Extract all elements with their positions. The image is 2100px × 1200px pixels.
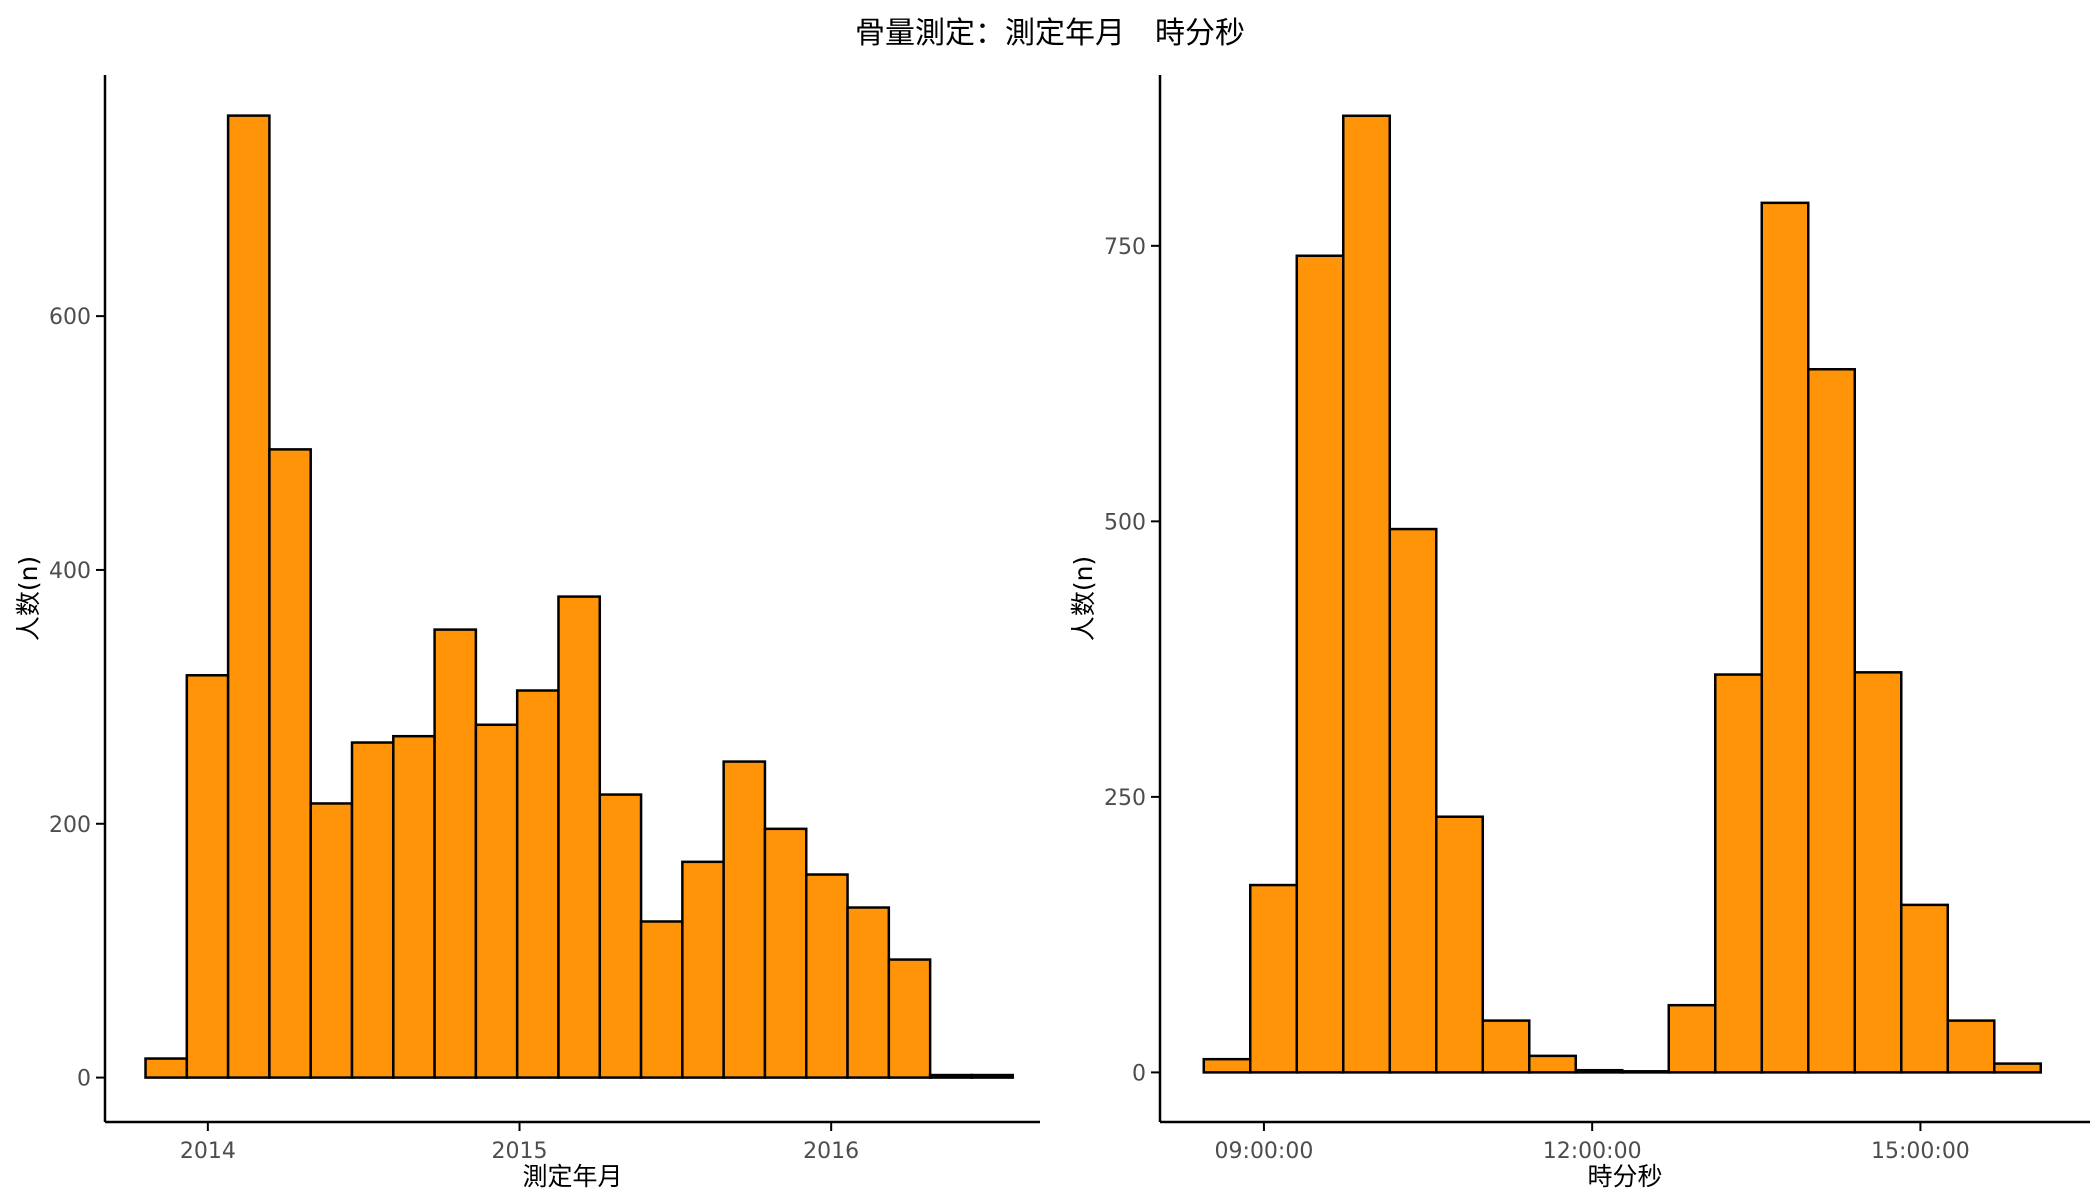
histogram-bar-time-1 [1249,883,1299,1074]
y-tick-label-month-2: 400 [49,559,91,584]
y-axis-title-month: 人数(n) [14,556,43,641]
histogram-bar-month-0 [144,1057,189,1079]
y-tick-label-month-1: 200 [49,813,91,838]
x-tick-label-month-1: 2015 [492,1139,548,1164]
x-axis-title-time: 時分秒 [1587,1162,1662,1191]
y-tick-label-time-2: 500 [1104,510,1146,535]
x-axis-title-month: 測定年月 [522,1162,622,1191]
histogram-bar-time-9 [1621,1070,1671,1074]
histogram-bar-month-6 [392,734,436,1079]
histogram-bar-month-15 [763,827,808,1079]
histogram-bar-time-8 [1574,1068,1624,1074]
histogram-bar-time-15 [1900,903,1950,1074]
histogram-bar-time-11 [1714,673,1764,1074]
y-tick-label-time-3: 750 [1104,235,1146,260]
histogram-bar-time-17 [1993,1062,2043,1074]
histogram-bar-time-6 [1481,1019,1531,1074]
histogram-bar-month-3 [268,448,312,1079]
histogram-bar-month-8 [474,723,519,1079]
histogram-bar-month-17 [846,906,891,1079]
histogram-bar-month-11 [598,793,643,1079]
histogram-bar-month-14 [722,760,767,1079]
x-tick-label-time-0: 09:00:00 [1215,1139,1314,1164]
histogram-bar-month-2 [226,114,271,1079]
y-tick-label-month-0: 0 [77,1067,91,1092]
figure-title: 骨量測定：測定年月 時分秒 [855,16,1245,51]
histogram-bar-time-12 [1760,201,1810,1074]
panel-time-of-day: 0 250 500 750 09:00:00 12:00:00 15:00:00 時分秒 人数(… [1069,75,2090,1191]
x-tick-label-month-0: 2014 [180,1139,236,1164]
histogram-bar-month-1 [185,674,230,1079]
y-axis-title-time: 人数(n) [1069,556,1098,641]
histogram-bar-time-5 [1435,815,1485,1074]
histogram-bar-time-13 [1807,368,1857,1074]
y-tick-label-time-1: 250 [1104,786,1146,811]
histogram-bar-month-7 [433,628,478,1079]
histogram-bar-month-10 [557,595,602,1079]
histogram-bar-month-18 [887,958,932,1079]
histogram-bar-month-13 [681,860,725,1079]
histogram-bar-time-4 [1388,527,1438,1074]
histogram-bar-time-14 [1853,671,1903,1074]
y-tick-label-month-3: 600 [49,305,91,330]
histogram-bar-month-19 [928,1073,973,1079]
x-tick-label-time-2: 15:00:00 [1871,1139,1970,1164]
histogram-bar-time-16 [1946,1019,1996,1074]
histogram-bar-time-2 [1295,254,1345,1074]
histogram-bar-time-0 [1202,1057,1252,1074]
x-tick-label-month-2: 2016 [803,1139,859,1164]
histogram-bar-time-7 [1528,1054,1578,1074]
histogram-bar-month-9 [515,689,560,1079]
histogram-bar-month-20 [970,1073,1014,1079]
x-tick-label-time-1: 12:00:00 [1543,1139,1642,1164]
histogram-bar-month-5 [350,741,395,1079]
panel-measurement-month: 0 200 400 600 2014 2015 2016 測定年月 人数(n) [14,75,1040,1191]
histogram-bar-month-16 [805,873,849,1079]
histogram-bar-time-3 [1342,114,1392,1074]
histogram-bar-month-12 [639,920,684,1079]
histogram-bar-month-4 [309,802,354,1079]
y-tick-label-time-0: 0 [1132,1061,1146,1086]
histogram-bar-time-10 [1667,1003,1717,1074]
